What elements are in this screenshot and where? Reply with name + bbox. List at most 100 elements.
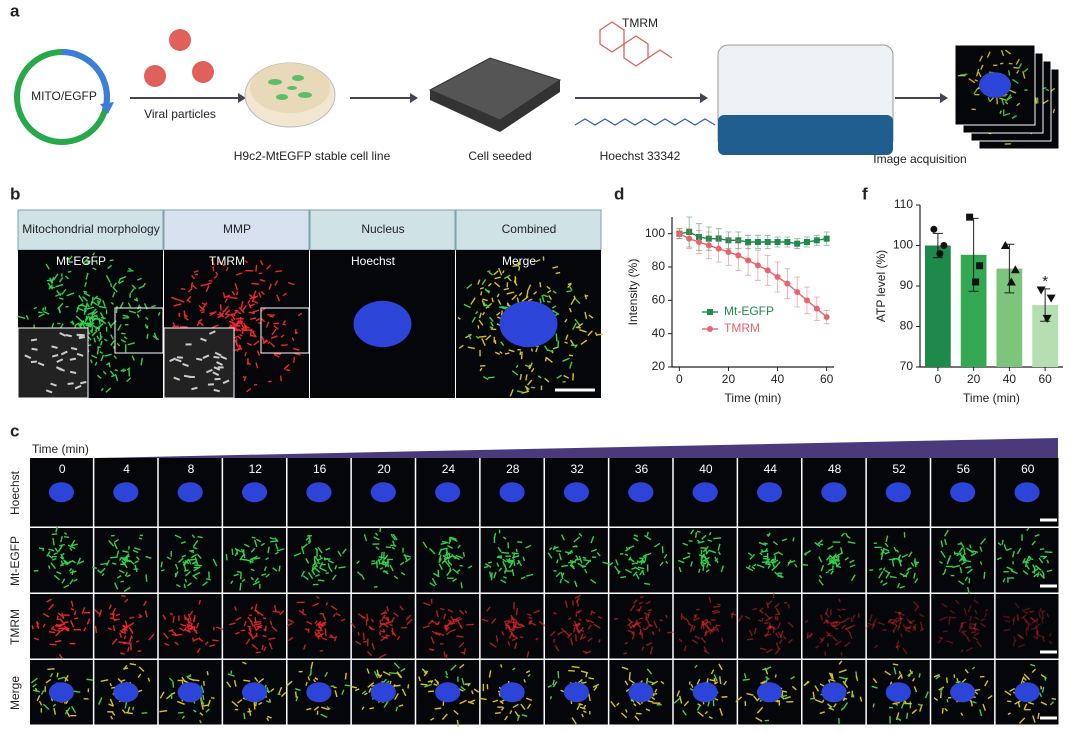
micrograph-feature xyxy=(1010,569,1018,575)
micrograph-feature xyxy=(573,536,581,543)
micrograph-feature xyxy=(393,575,399,580)
micrograph-feature xyxy=(778,551,784,556)
micrograph-feature xyxy=(370,627,375,631)
micrograph-feature xyxy=(189,610,194,616)
micrograph-feature xyxy=(512,667,516,671)
micrograph-feature xyxy=(1011,550,1015,558)
micrograph-feature xyxy=(254,603,258,612)
micrograph-feature xyxy=(48,548,55,552)
micrograph-feature xyxy=(187,613,192,622)
micrograph-feature xyxy=(882,547,890,552)
micrograph-feature xyxy=(892,621,898,627)
micrograph-feature xyxy=(718,663,723,671)
micrograph-feature xyxy=(552,612,558,615)
marker xyxy=(813,237,820,244)
inset-feature xyxy=(220,355,228,360)
micrograph-feature xyxy=(958,546,964,554)
micrograph-feature xyxy=(708,596,712,603)
micrograph-feature xyxy=(440,542,448,545)
inset-feature xyxy=(222,379,230,385)
micrograph-feature xyxy=(1012,618,1015,626)
nucleus xyxy=(177,482,203,503)
micrograph-feature xyxy=(121,626,129,631)
micrograph-feature xyxy=(644,582,651,586)
micrograph-feature xyxy=(114,582,119,590)
micrograph-feature xyxy=(446,627,450,630)
micrograph-feature xyxy=(120,580,125,583)
nucleus xyxy=(241,482,268,503)
micrograph-feature xyxy=(399,605,404,611)
micrograph-feature xyxy=(59,618,66,625)
micrograph-feature xyxy=(49,285,56,289)
micrograph-feature xyxy=(159,691,165,699)
micrograph-feature xyxy=(93,295,99,300)
micrograph-feature xyxy=(752,607,758,611)
micrograph-feature xyxy=(516,390,524,394)
marker xyxy=(715,245,722,252)
micrograph-feature xyxy=(720,565,724,573)
channel-label: TMRM xyxy=(209,254,245,268)
micrograph-feature xyxy=(775,561,781,567)
column-header-text: Mitochondrial morphology xyxy=(22,222,159,236)
micrograph-feature xyxy=(455,554,464,559)
micrograph-feature xyxy=(892,701,901,705)
micrograph-feature xyxy=(645,642,653,646)
micrograph-feature xyxy=(710,669,715,675)
micrograph-feature xyxy=(832,553,837,561)
micrograph xyxy=(545,528,609,593)
micrograph-feature xyxy=(851,690,854,698)
micrograph-feature xyxy=(317,546,323,554)
micrograph-feature xyxy=(452,578,457,582)
micrograph-feature xyxy=(242,661,247,665)
micrograph-feature xyxy=(134,564,138,573)
micrograph-feature xyxy=(1033,573,1039,578)
micrograph-feature xyxy=(60,552,65,557)
micrograph-feature xyxy=(270,688,275,692)
micrograph-feature xyxy=(498,267,503,276)
micrograph-feature xyxy=(55,630,62,637)
micrograph-feature xyxy=(1042,99,1049,105)
micrograph-feature xyxy=(1034,564,1042,571)
micrograph-feature xyxy=(774,647,781,655)
micrograph-feature xyxy=(246,388,252,393)
micrograph-feature xyxy=(560,534,565,541)
micrograph-feature xyxy=(213,275,218,279)
micrograph-feature xyxy=(231,548,234,556)
micrograph-feature xyxy=(792,537,795,542)
micrograph-feature xyxy=(549,696,553,700)
micrograph-feature xyxy=(91,314,98,319)
micrograph-feature xyxy=(510,617,513,624)
micrograph-feature xyxy=(112,287,118,293)
micrograph-feature xyxy=(98,305,107,309)
micrograph-feature xyxy=(193,637,201,642)
micrograph-feature xyxy=(1032,564,1036,570)
micrograph-feature xyxy=(268,642,273,650)
micrograph-feature xyxy=(333,635,338,642)
micrograph-feature xyxy=(67,270,72,273)
micrograph-feature xyxy=(961,678,967,684)
micrograph-feature xyxy=(392,533,398,541)
micrograph-feature xyxy=(518,292,523,297)
micrograph xyxy=(931,660,995,725)
inset-feature xyxy=(213,355,220,359)
micrograph-feature xyxy=(745,566,754,572)
micrograph-feature xyxy=(108,604,112,610)
micrograph-feature xyxy=(48,554,54,559)
x-tick-label: 40 xyxy=(1003,372,1017,386)
micrograph-feature xyxy=(121,560,127,567)
micrograph-feature xyxy=(978,55,984,62)
marker xyxy=(972,278,980,286)
micrograph-feature xyxy=(787,638,793,644)
micrograph xyxy=(158,528,222,593)
micrograph-feature xyxy=(175,584,181,588)
micrograph-feature xyxy=(946,640,954,644)
micrograph-feature xyxy=(109,283,113,288)
micrograph-feature xyxy=(85,322,94,327)
micrograph-feature xyxy=(512,264,519,267)
micrograph-feature xyxy=(640,596,644,599)
micrograph-feature xyxy=(325,547,331,551)
micrograph-feature xyxy=(274,280,279,286)
micrograph-feature xyxy=(516,714,520,721)
micrograph-feature xyxy=(308,534,312,543)
micrograph-feature xyxy=(254,676,259,682)
